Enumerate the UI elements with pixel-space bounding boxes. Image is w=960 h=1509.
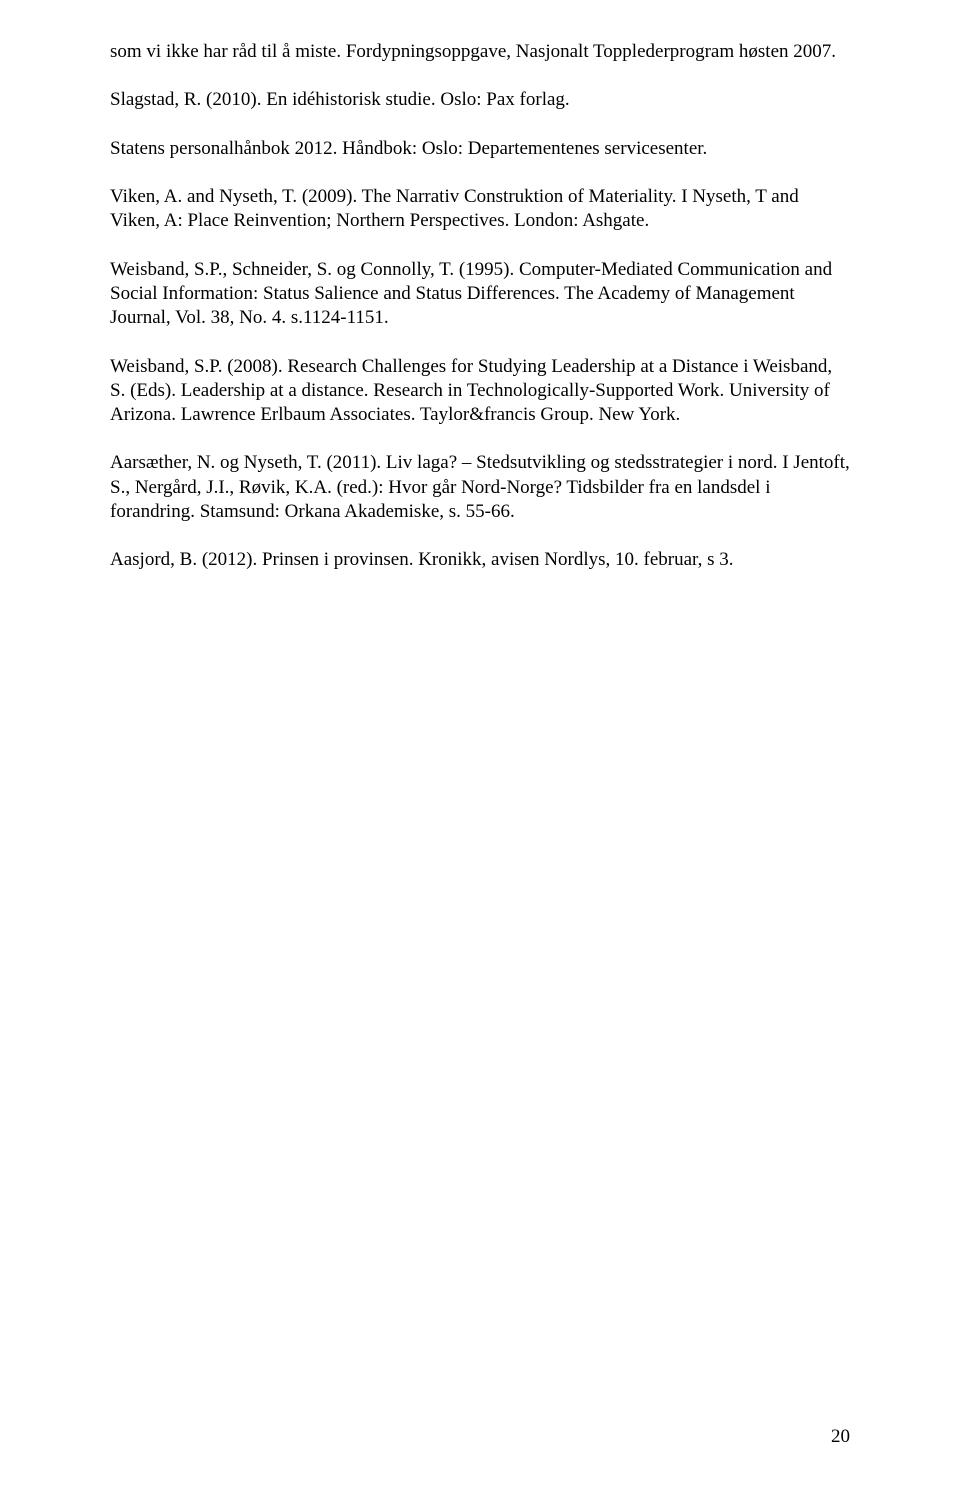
document-page: som vi ikke har råd til å miste. Fordypn… bbox=[0, 0, 960, 1509]
reference-paragraph: Aasjord, B. (2012). Prinsen i provinsen.… bbox=[110, 548, 850, 572]
reference-paragraph: Weisband, S.P. (2008). Research Challeng… bbox=[110, 355, 850, 428]
reference-paragraph: Aarsæther, N. og Nyseth, T. (2011). Liv … bbox=[110, 451, 850, 524]
reference-paragraph: Weisband, S.P., Schneider, S. og Connoll… bbox=[110, 258, 850, 331]
page-number: 20 bbox=[831, 1425, 850, 1449]
reference-paragraph: Statens personalhånbok 2012. Håndbok: Os… bbox=[110, 137, 850, 161]
reference-paragraph: Viken, A. and Nyseth, T. (2009). The Nar… bbox=[110, 185, 850, 234]
reference-paragraph: Slagstad, R. (2010). En idéhistorisk stu… bbox=[110, 88, 850, 112]
reference-paragraph: som vi ikke har råd til å miste. Fordypn… bbox=[110, 40, 850, 64]
